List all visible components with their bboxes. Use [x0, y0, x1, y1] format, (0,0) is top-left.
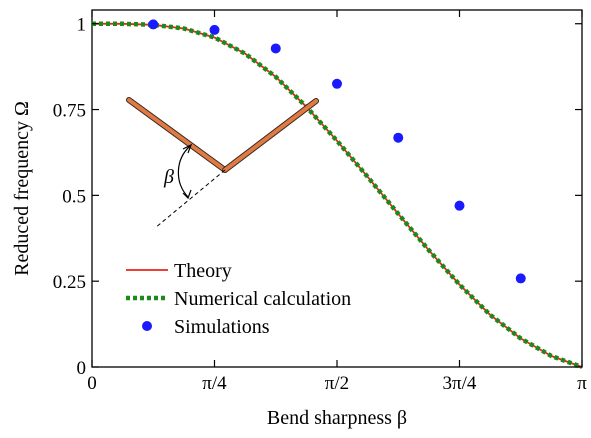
y-tick-label: 1 — [77, 15, 87, 36]
legend-marker-simulations — [142, 321, 152, 331]
axis-ticks: 0 π/4 π/2 3π/4 π 0 0.25 0.5 0.75 1 — [53, 10, 587, 394]
stick-right — [223, 99, 318, 172]
x-tick-label: π/2 — [325, 373, 349, 394]
x-tick-label: 0 — [87, 373, 97, 394]
extension-dashed-line — [154, 169, 226, 229]
simulations-point — [332, 78, 343, 89]
legend: Theory Numerical calculation Simulations — [126, 260, 351, 338]
x-tick-label: π — [577, 373, 587, 394]
angle-arrowhead-bottom — [182, 189, 192, 200]
x-tick-label: π/4 — [202, 373, 227, 394]
simulations-point — [148, 19, 159, 30]
x-tick-label: 3π/4 — [443, 373, 477, 394]
legend-label-simulations: Simulations — [174, 316, 270, 338]
simulations-point — [270, 43, 281, 54]
x-axis-label: Bend sharpness β — [267, 407, 407, 429]
simulations-point — [515, 273, 526, 284]
stick-left — [127, 98, 227, 172]
beta-label: β — [163, 166, 174, 188]
angle-arrowhead-top — [182, 143, 193, 154]
y-axis-label: Reduced frequency Ω — [11, 101, 33, 276]
simulations-point — [209, 24, 220, 35]
plot-frame — [91, 9, 583, 368]
simulations-point — [393, 132, 404, 143]
y-tick-label: 0 — [77, 358, 87, 379]
numerical-calculation-line — [91, 21, 583, 370]
legend-label-theory: Theory — [174, 260, 232, 282]
plot-area — [91, 9, 583, 370]
legend-label-numerical-calculation: Numerical calculation — [174, 288, 351, 310]
angle-arc — [177, 145, 191, 198]
bend-inset: β — [126, 97, 319, 229]
theory-line — [91, 22, 583, 368]
y-tick-label: 0.75 — [53, 101, 86, 122]
simulations-point — [454, 200, 465, 211]
y-tick-label: 0.5 — [62, 186, 86, 207]
y-tick-label: 0.25 — [53, 272, 86, 293]
